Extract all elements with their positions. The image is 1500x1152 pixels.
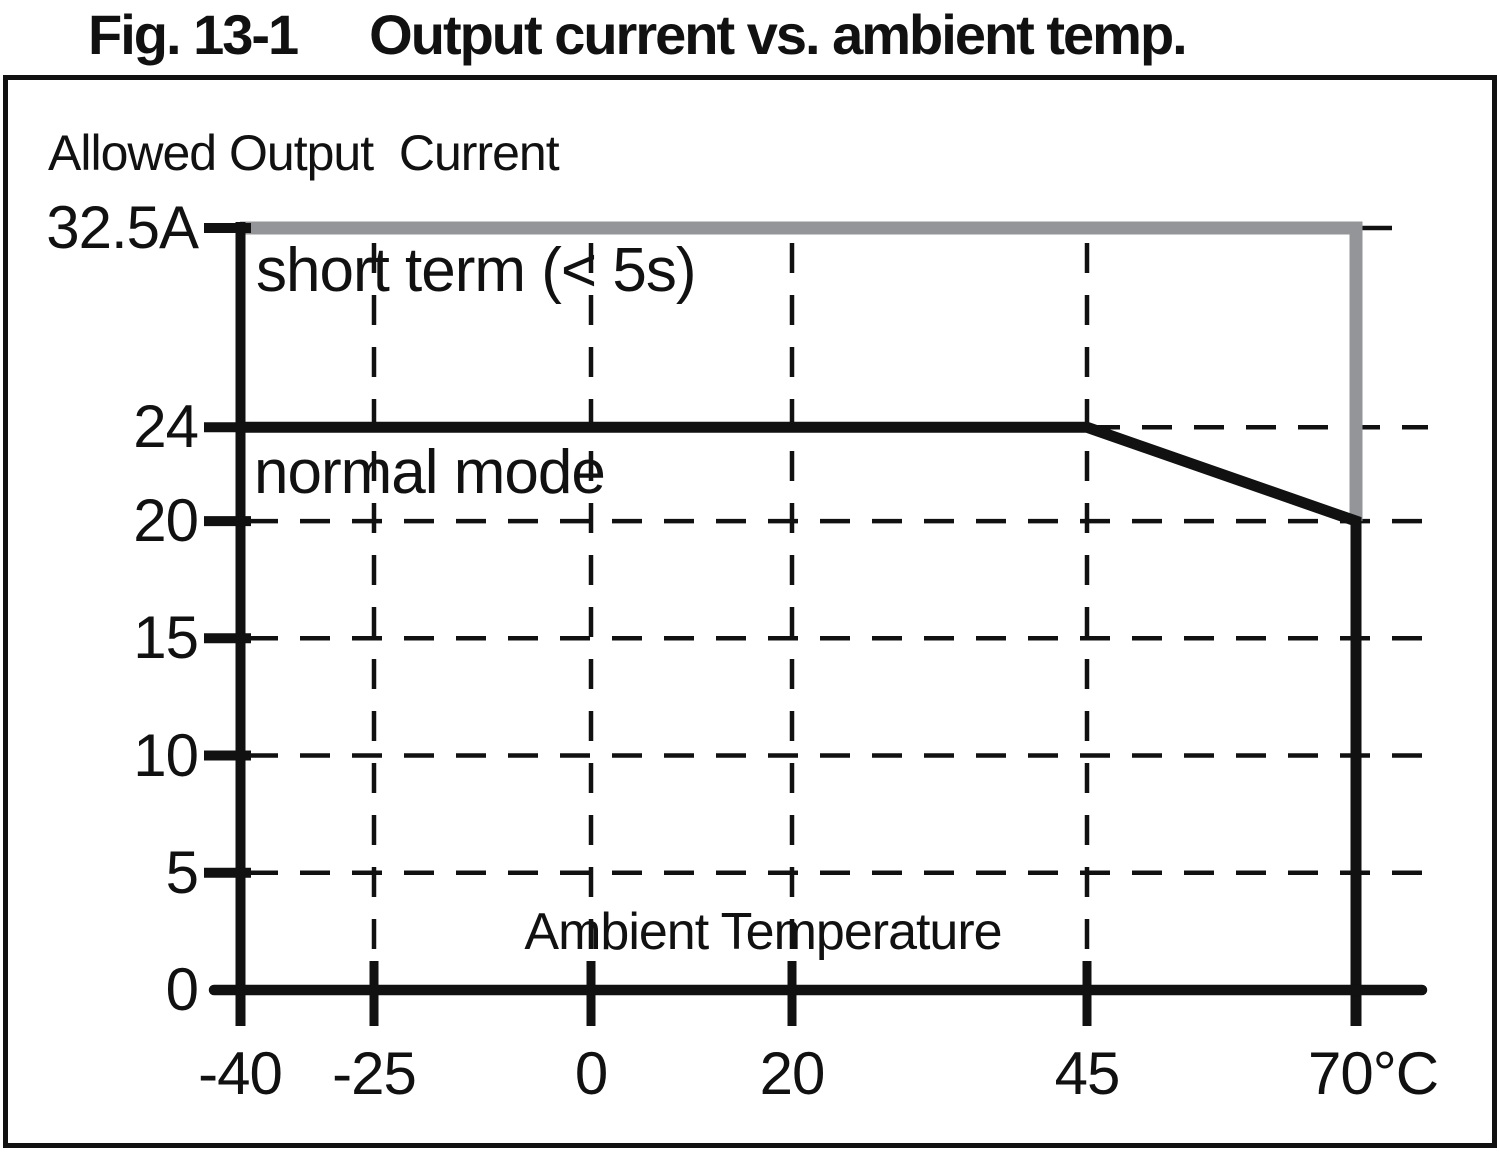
y-tick-label: 10 (133, 721, 199, 789)
x-axis-title: Ambient Temperature (524, 903, 1002, 961)
y-tick-label: 15 (133, 604, 199, 672)
y-tick-label: 20 (133, 487, 199, 555)
y-tick-label: 0 (165, 956, 199, 1023)
series-label-short-term: short term (< 5s) (256, 236, 696, 305)
y-tick-label: 24 (133, 393, 199, 461)
y-tick-label: 32.5A (46, 194, 199, 261)
figure-number: Fig. 13-1 (88, 3, 299, 66)
figure-title: Fig. 13-1 Output current vs. ambient tem… (88, 2, 1188, 67)
y-axis-title: Allowed Output Current (48, 125, 560, 181)
figure-title-text: Output current vs. ambient temp. (369, 3, 1188, 66)
x-tick-label: 45 (1054, 1040, 1121, 1107)
x-tick-label: 20 (759, 1040, 826, 1107)
x-tick-label: 70°C (1307, 1040, 1439, 1107)
x-tick-label: -25 (332, 1040, 417, 1107)
series-label-normal-mode: normal mode (254, 438, 606, 507)
x-tick-label: 0 (574, 1040, 608, 1107)
y-tick-label: 5 (165, 838, 199, 906)
x-tick-label: -40 (198, 1040, 283, 1107)
